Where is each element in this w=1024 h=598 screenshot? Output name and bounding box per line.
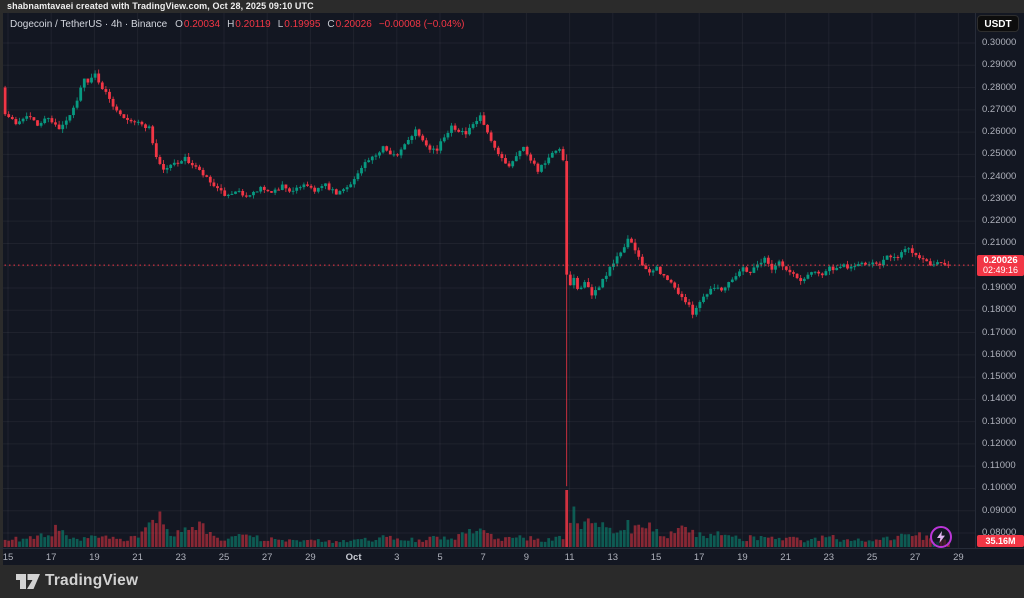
flash-marker-icon[interactable] <box>930 526 952 548</box>
price-axis-label: 0.18000 <box>982 304 1017 316</box>
legend: Dogecoin / TetherUS · 4h · Binance O0.200… <box>10 18 464 31</box>
tradingview-logo-text[interactable]: TradingView <box>45 572 139 589</box>
price-axis-label: 0.13000 <box>982 415 1017 427</box>
price-axis-label: 0.21000 <box>982 237 1017 249</box>
price-chart-canvas[interactable] <box>0 13 1024 565</box>
time-axis-label: 27 <box>909 552 921 563</box>
legend-open: O0.20034 <box>175 19 221 30</box>
chart-pane[interactable]: Dogecoin / TetherUS · 4h · Binance O0.200… <box>0 13 1024 565</box>
price-axis-label: 0.19000 <box>982 282 1017 293</box>
price-axis-label: 0.14000 <box>982 393 1017 405</box>
currency-toggle-button[interactable]: USDT <box>977 15 1019 32</box>
time-axis-label: 17 <box>45 552 57 563</box>
price-axis-label: 0.12000 <box>982 437 1017 449</box>
legend-close: C0.20026 <box>327 19 372 30</box>
price-axis-label: 0.15000 <box>982 371 1017 383</box>
time-axis-label: 15 <box>650 552 662 563</box>
price-axis-label: 0.25000 <box>982 148 1017 160</box>
time-axis-label: 25 <box>866 552 878 563</box>
time-axis-label: 17 <box>693 552 705 563</box>
time-axis-label: 19 <box>737 552 748 563</box>
attribution-bar: shabnamtavaei created with TradingView.c… <box>0 0 1024 13</box>
price-axis-label: 0.09000 <box>982 504 1017 516</box>
time-axis-label: 19 <box>89 552 100 563</box>
tradingview-logo-icon[interactable] <box>16 573 41 590</box>
time-axis-label: 3 <box>394 552 400 563</box>
price-axis-label: 0.17000 <box>982 326 1017 338</box>
price-axis-label: 0.08000 <box>982 527 1017 538</box>
price-axis-label: 0.11000 <box>982 460 1016 472</box>
price-axis-label: 0.16000 <box>982 348 1017 360</box>
lightning-bolt-icon <box>937 531 945 543</box>
last-price-tag: 0.20026 02:49:16 <box>977 255 1024 277</box>
time-axis-label: 7 <box>480 552 486 563</box>
attribution-text: shabnamtavaei created with TradingView.c… <box>7 1 314 11</box>
price-axis-label: 0.10000 <box>982 482 1017 494</box>
time-axis-label: 21 <box>780 552 791 563</box>
price-axis-label: 0.28000 <box>982 81 1017 93</box>
last-price-value: 0.20026 <box>983 255 1018 267</box>
time-axis-label: 29 <box>305 552 316 563</box>
time-axis-label: 15 <box>2 552 14 563</box>
time-axis-label: 21 <box>132 552 143 563</box>
price-axis-label: 0.30000 <box>982 37 1017 48</box>
bar-countdown: 02:49:16 <box>982 265 1019 276</box>
time-axis-label: 13 <box>607 552 619 563</box>
time-axis-label: 11 <box>564 552 575 563</box>
time-axis-separator <box>0 548 1024 549</box>
time-axis-label: Oct <box>345 552 362 563</box>
price-axis-label: 0.23000 <box>982 192 1017 204</box>
price-axis-separator <box>975 13 976 548</box>
legend-low: L0.19995 <box>277 19 321 30</box>
volume-value-tag: 35.16M <box>977 535 1024 547</box>
time-axis-label: 23 <box>823 552 835 563</box>
legend-change: −0.00008 (−0.04%) <box>378 19 465 30</box>
symbol-title[interactable]: Dogecoin / TetherUS · 4h · Binance <box>10 19 168 30</box>
price-axis-label: 0.22000 <box>982 215 1017 227</box>
time-axis-label: 9 <box>523 552 530 563</box>
time-axis-label: 29 <box>953 552 964 563</box>
brand-bar: TradingView <box>0 565 1024 598</box>
price-axis-label: 0.26000 <box>982 126 1017 138</box>
left-frame-edge <box>0 13 3 565</box>
legend-high: H0.20119 <box>227 19 271 30</box>
time-axis-label: 27 <box>261 552 273 563</box>
time-axis-label: 5 <box>437 552 443 563</box>
time-axis-label: 23 <box>175 552 187 563</box>
price-axis-label: 0.27000 <box>982 103 1017 115</box>
time-axis-label: 25 <box>218 552 230 563</box>
price-axis-label: 0.24000 <box>982 170 1017 182</box>
price-axis-label: 0.29000 <box>982 59 1017 71</box>
